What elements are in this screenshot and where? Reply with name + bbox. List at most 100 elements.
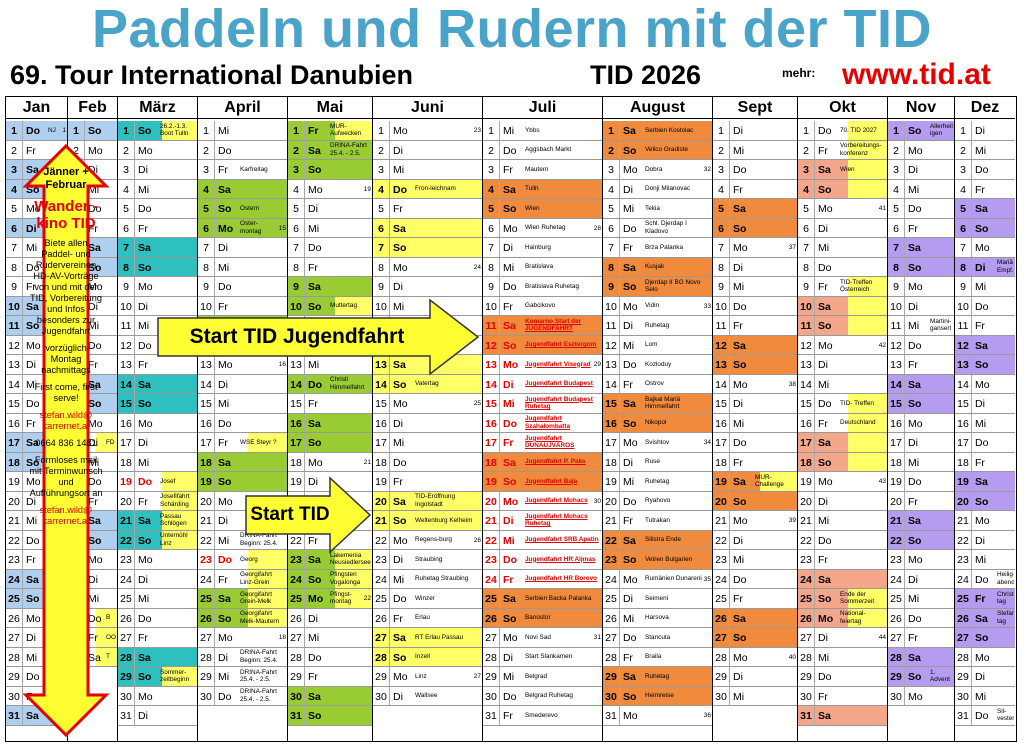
weekday: Mo — [733, 242, 748, 254]
day-number: 27 — [955, 628, 972, 647]
day-number: 20 — [713, 491, 730, 510]
weekday: Do — [218, 554, 232, 566]
day-cell: 3 Di — [118, 160, 197, 180]
month-header: Juli — [483, 97, 602, 119]
day-cell: 28 Di DRINA-Fahrt Beginn: 25.4. — [198, 647, 287, 667]
day-number: 18 — [955, 452, 972, 471]
day-number: 24 — [373, 569, 390, 588]
day-cell: 12 Sa — [713, 335, 797, 355]
day-event-note: Jugendfahrt Budapest — [525, 380, 593, 387]
day-number: 20 — [888, 491, 905, 510]
day-cell: 13 So — [713, 355, 797, 375]
day-number: 19 — [798, 472, 815, 491]
month-column-august: August 1 Sa Serbien Kostolac 2 So Velico Gradi… — [603, 97, 713, 741]
day-cell: 3 Mo Dobra 32 — [603, 160, 712, 180]
day-event-note: Heilig-abend — [997, 571, 1014, 586]
day-number: 29 — [713, 667, 730, 686]
day-event-note: Serbien Backa Palanka — [525, 594, 592, 602]
day-cell: 6 Mo Wien Ruhetag 28 — [483, 218, 602, 238]
day-number: 27 — [798, 628, 815, 647]
day-cell: 10 Mo Vidin 33 — [603, 296, 712, 316]
week-number: 38 — [788, 380, 796, 388]
weekday: Mi — [623, 612, 635, 625]
day-cell: 29 So 1. Advent — [888, 667, 954, 687]
weekday: Mi — [218, 261, 230, 274]
day-cell: 29 Fr — [288, 667, 372, 687]
contact-email-2[interactable]: stefan.wild@ karrernet.at — [39, 505, 93, 526]
contact-email[interactable]: stefan.wild@ karrernet.at — [39, 410, 93, 431]
day-event-note: DRINA-Fahrt 25.4. - 2.5. — [330, 142, 367, 157]
weekday: Sa — [308, 554, 321, 566]
day-number: 18 — [118, 452, 135, 471]
day-event-note: Aggsbach Markt — [525, 146, 572, 153]
day-event-note: DRINA-Fahrt Beginn: 25.4. — [240, 532, 278, 547]
day-cell: 5 Di — [288, 199, 372, 219]
weekday: Do — [308, 378, 322, 391]
day-event-note: Ostrov — [645, 380, 664, 387]
day-event-note: Fron-leichnam — [415, 185, 456, 192]
day-number: 12 — [118, 335, 135, 354]
weekday: Mo — [908, 417, 923, 430]
day-number: 1 — [198, 121, 215, 140]
day-cell: 27 Sa RT Erlau Passau — [373, 628, 482, 648]
day-cell: 22 So — [888, 530, 954, 550]
day-cell: 9 So Djerdap II BG Novo Selo — [603, 277, 712, 297]
weekday: So — [733, 222, 747, 235]
day-cell: 5 Do — [118, 199, 197, 219]
day-cell: 6 Fr — [118, 218, 197, 238]
month-column-mai: Mai 1 Fr MUR-Aufwecken 2 Sa DRINA-Fahrt 25.4. … — [288, 97, 373, 741]
day-event-note: Nikopol — [645, 419, 667, 426]
website-link[interactable]: www.tid.at — [842, 58, 991, 91]
weekday: Mo — [818, 339, 833, 352]
day-number: 16 — [118, 413, 135, 432]
day-cell: 18 Mo 21 — [288, 452, 372, 472]
day-number: 3 — [288, 160, 305, 179]
day-cell: 18 Sa — [198, 452, 287, 472]
day-cell: 1 Do 70. TID 2027 — [798, 121, 887, 141]
weekday: Sa — [908, 515, 921, 527]
day-cell: 11 Mi Martini-ganserl — [888, 316, 954, 336]
weekday: Di — [308, 476, 318, 488]
day-number: 14 — [118, 374, 135, 393]
day-event-note: MUR-Aufwecken — [330, 122, 362, 138]
day-cell: 19 So — [198, 472, 287, 492]
day-number: 10 — [288, 296, 305, 315]
weekday: Mi — [393, 437, 405, 449]
weekday: Fr — [503, 710, 513, 722]
weekday: Fr — [818, 690, 828, 703]
day-cell: 28 Sa — [118, 647, 197, 667]
day-event-note: Jugendfahrt SRB Apatin — [525, 536, 599, 543]
day-event-note: Stancuta — [645, 633, 671, 641]
weekday: Do — [733, 437, 747, 449]
weekday: Mo — [138, 144, 153, 157]
day-cell: 23 Mi — [955, 550, 1015, 570]
day-number: 21 — [483, 511, 500, 530]
weekday: Sa — [218, 183, 231, 196]
day-number: 13 — [955, 355, 972, 374]
weekday: So — [908, 671, 922, 683]
day-event-note: Passau Schlögen — [160, 512, 187, 528]
day-cell: 29 Mo Linz 27 — [373, 667, 482, 687]
weekday: Di — [138, 710, 148, 722]
weekday: Mo — [908, 144, 923, 157]
day-number: 17 — [373, 433, 390, 452]
weekday: Mo — [218, 222, 234, 235]
day-number: 5 — [288, 199, 305, 218]
weekday: So — [975, 359, 989, 371]
weekday: Sa — [393, 632, 406, 644]
day-event-note: Sommer-zeitbeginn — [160, 668, 190, 684]
wanderkino-offer: Biete allen Paddel- und Rudervereinen HD… — [29, 238, 102, 336]
weekday: Sa — [503, 183, 516, 196]
day-number: 24 — [603, 569, 620, 588]
day-cell: 31 Sa — [798, 706, 887, 726]
day-cell: 25 Mi — [118, 589, 197, 609]
day-cell: 6 Mi — [288, 218, 372, 238]
day-event-note: Donji Milanovac — [645, 185, 691, 192]
day-event-note: Georgifahrt Grein-Melk — [240, 590, 272, 606]
day-cell: 7 Sa — [888, 238, 954, 258]
day-number: 28 — [713, 647, 730, 666]
weekday: Sa — [308, 281, 321, 293]
day-number: 6 — [118, 218, 135, 237]
day-event-note: Jugendfahrt Baja — [525, 477, 578, 485]
day-number: 21 — [198, 511, 215, 530]
